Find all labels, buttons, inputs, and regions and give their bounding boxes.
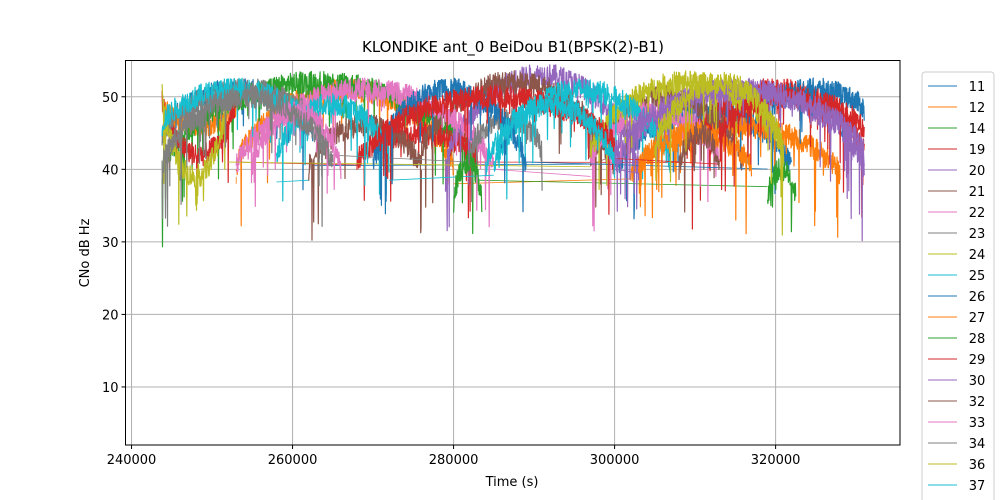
x-tick-label: 240000 [107, 453, 157, 468]
legend-label: 24 [969, 248, 986, 263]
series-37 [485, 93, 616, 178]
legend-label: 26 [969, 290, 986, 305]
legend-item-20: 20 [928, 164, 985, 179]
legend-item-29: 29 [928, 353, 985, 368]
legend-label: 30 [969, 374, 986, 389]
series-34-pass-0 [161, 84, 334, 227]
series-36-pass-0 [654, 71, 785, 184]
legend-item-19: 19 [928, 143, 985, 158]
series-24-gap-link [228, 161, 591, 168]
x-tick-label: 280000 [429, 453, 479, 468]
y-tick-label: 30 [102, 236, 119, 251]
series-28 [453, 150, 483, 213]
legend-item-21: 21 [928, 185, 985, 200]
series-14-gap-link [477, 179, 768, 188]
series-29-gap-link [614, 158, 720, 165]
y-tick-label: 10 [102, 381, 119, 396]
y-tick-label: 50 [102, 91, 119, 106]
legend-item-23: 23 [928, 227, 985, 242]
legend-label: 37 [969, 479, 986, 494]
legend: 11 12 14 19 20 21 22 23 24 25 26 27 28 29 30 32 33 34 36 37… [921, 71, 995, 500]
y-tick-label: 20 [102, 308, 119, 323]
legend-label: 27 [969, 311, 986, 326]
legend-label: 33 [969, 416, 986, 431]
series-34 [161, 84, 334, 227]
legend-item-12: 12 [928, 101, 985, 116]
legend-label: 29 [969, 353, 986, 368]
series-23-gap-link [324, 154, 470, 163]
legend-item-25: 25 [928, 269, 985, 284]
legend-item-30: 30 [928, 374, 985, 389]
y-tick-label: 40 [102, 163, 119, 178]
legend-label: 25 [969, 269, 986, 284]
series-29-pass-0 [372, 84, 616, 215]
legend-label: 21 [969, 185, 986, 200]
legend-item-28: 28 [928, 332, 985, 347]
series-28-pass-0 [453, 150, 483, 213]
legend-item-27: 27 [928, 311, 985, 326]
legend-label: 28 [969, 332, 986, 347]
series-layer [161, 64, 865, 248]
legend-item-37: 37 [928, 479, 985, 494]
legend-item-36: 36 [928, 458, 985, 473]
legend-label: 14 [969, 122, 986, 137]
axes-frame [125, 60, 901, 446]
x-tick-label: 300000 [590, 453, 640, 468]
legend-label: 12 [969, 101, 986, 116]
legend-label: 34 [969, 437, 986, 452]
x-axis-ticks: 240000 260000 280000 300000 320000 [107, 445, 801, 468]
series-26-gap-link [526, 161, 768, 170]
legend-frame [921, 71, 995, 500]
legend-label: 22 [969, 206, 986, 221]
y-axis-label: CNo dB Hz [78, 218, 93, 287]
chart-title: KLONDIKE ant_0 BeiDou B1(BPSK(2)-B1) [362, 38, 664, 57]
legend-label: 36 [969, 458, 986, 473]
series-25-gap-link [276, 179, 309, 183]
legend-label: 11 [969, 80, 986, 95]
series-37-pass-0 [485, 93, 616, 178]
legend-item-33: 33 [928, 416, 985, 431]
x-tick-label: 260000 [268, 453, 318, 468]
legend-label: 23 [969, 227, 986, 242]
plot-area [161, 64, 865, 248]
legend-label: 19 [969, 143, 986, 158]
legend-item-26: 26 [928, 290, 985, 305]
y-axis-ticks: 10 20 30 40 50 [102, 91, 126, 396]
legend-item-24: 24 [928, 248, 985, 263]
x-axis-label: Time (s) [485, 475, 539, 490]
series-25-gap-link [389, 174, 494, 181]
legend-item-34: 34 [928, 437, 985, 452]
legend-label: 20 [969, 164, 986, 179]
series-36 [654, 71, 785, 184]
legend-item-22: 22 [928, 206, 985, 221]
legend-item-14: 14 [928, 122, 985, 137]
legend-label: 32 [969, 395, 986, 410]
legend-item-32: 32 [928, 395, 985, 410]
x-tick-label: 320000 [751, 453, 801, 468]
legend-item-11: 11 [928, 80, 985, 95]
